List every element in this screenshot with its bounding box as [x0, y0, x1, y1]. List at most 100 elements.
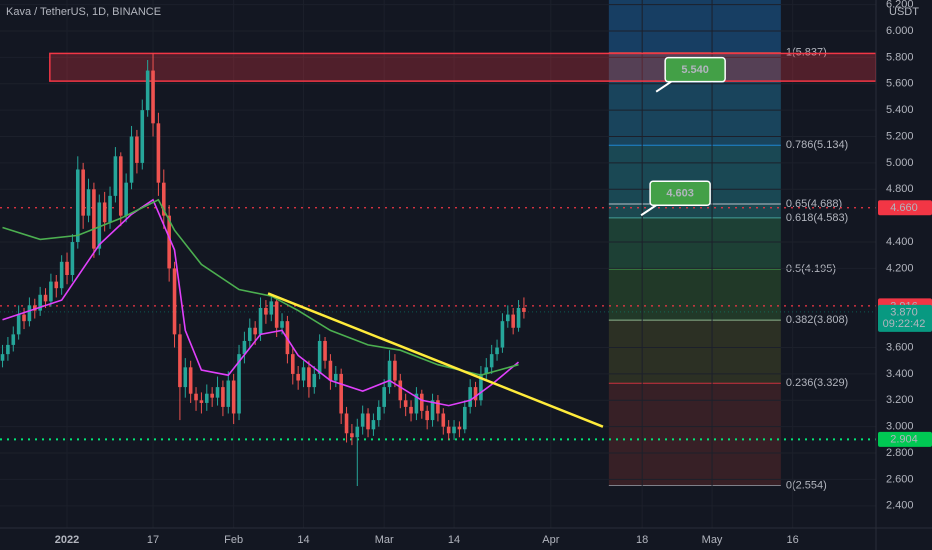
candle-body: [473, 387, 478, 401]
fib-level-label: 0.382(3.808): [786, 314, 848, 326]
candle-body: [204, 393, 209, 403]
candle-body: [290, 354, 295, 374]
candle-body: [108, 195, 112, 223]
candle-body: [409, 406, 413, 414]
candle-body: [178, 334, 182, 388]
candle-body: [258, 307, 263, 335]
candle-body: [516, 307, 521, 328]
candle-body: [247, 327, 252, 341]
candle-body: [129, 136, 134, 183]
candle-body: [511, 314, 515, 328]
candle-body: [360, 413, 365, 427]
x-tick-label: 14: [448, 534, 460, 546]
price-tag-label: 4.660: [890, 202, 918, 214]
candle-body: [113, 156, 118, 196]
candle-body: [344, 413, 349, 434]
candle-body: [307, 367, 311, 388]
candle-body: [274, 301, 279, 328]
candle-body: [59, 261, 64, 289]
candle-body: [376, 406, 381, 421]
fib-band: [608, 217, 781, 270]
last-price-tag: [878, 304, 932, 332]
last-price-label: 3.870: [890, 306, 918, 318]
candle-body: [167, 215, 171, 269]
candle-body: [54, 281, 59, 289]
fib-band: [608, 383, 781, 486]
candle-body: [70, 242, 75, 275]
candle-body: [199, 400, 204, 403]
candle-body: [387, 360, 392, 388]
candle-body: [312, 373, 317, 388]
candle-body: [22, 314, 26, 322]
candle-body: [436, 400, 440, 414]
symbol-title: Kava / TetherUS, 1D, BINANCE: [6, 6, 161, 18]
candle-body: [97, 202, 102, 249]
callout-label: 4.603: [666, 188, 694, 200]
y-tick-label: 5.400: [886, 104, 914, 116]
candle-body: [86, 189, 91, 216]
x-tick-label: Feb: [224, 534, 243, 546]
callout-pointer: [655, 80, 672, 93]
x-tick-label: 16: [787, 534, 799, 546]
candle-body: [419, 393, 424, 411]
fib-band: [608, 320, 781, 384]
y-tick-label: 3.400: [886, 368, 914, 380]
y-tick-label: 4.800: [886, 183, 914, 195]
fib-level-label: 0.786(5.134): [786, 139, 848, 151]
y-tick-label: 3.600: [886, 341, 914, 353]
candle-body: [210, 393, 214, 398]
candle-body: [156, 123, 161, 183]
y-tick-label: 5.800: [886, 51, 914, 63]
candle-body: [11, 334, 16, 345]
candle-body: [323, 340, 327, 361]
fib-level-label: 0.65(4.688): [786, 198, 842, 210]
price-axis: [876, 0, 932, 550]
candle-body: [102, 202, 107, 223]
fib-level-label: 0.236(3.329): [786, 377, 848, 389]
candle-body: [462, 406, 467, 430]
x-tick-label: 14: [297, 534, 309, 546]
candle-body: [398, 380, 403, 401]
callout-box: [649, 180, 711, 207]
candle-body: [489, 354, 494, 368]
y-tick-label: 6.200: [886, 0, 914, 11]
trend-line: [267, 292, 604, 428]
candle-body: [140, 110, 145, 163]
y-tick-label: 4.200: [886, 262, 914, 274]
candle-body: [350, 433, 354, 438]
y-tick-label: 5.200: [886, 130, 914, 142]
candle-body: [441, 413, 446, 427]
callout-pointer: [640, 204, 657, 217]
candle-body: [366, 413, 370, 430]
moving-average: [2, 198, 519, 377]
y-tick-label: 2.600: [886, 473, 914, 485]
candle-body: [479, 373, 483, 401]
candle-body: [151, 70, 155, 124]
fib-band: [608, 0, 781, 53]
candle-body: [500, 321, 505, 348]
candle-body: [194, 393, 198, 401]
resistance-zone: [49, 52, 877, 82]
candle-body: [430, 400, 435, 421]
candle-body: [495, 347, 499, 355]
candle-body: [81, 169, 85, 216]
fib-level-label: 0(2.554): [786, 479, 827, 491]
candle-body: [161, 182, 166, 216]
candle-body: [135, 136, 139, 163]
candle-body: [221, 387, 225, 407]
candle-body: [188, 367, 193, 394]
candle-body: [505, 314, 510, 322]
candle-body: [403, 400, 408, 407]
candle-body: [0, 354, 5, 361]
fib-band: [608, 269, 781, 321]
candle-body: [183, 367, 188, 388]
candle-body: [296, 373, 300, 381]
candle-body: [16, 314, 21, 335]
fib-level-label: 1(5.837): [786, 46, 827, 58]
candle-body: [242, 340, 247, 355]
price-tag-label: 2.904: [890, 434, 918, 446]
candle-body: [253, 327, 257, 335]
candle-body: [43, 294, 48, 302]
